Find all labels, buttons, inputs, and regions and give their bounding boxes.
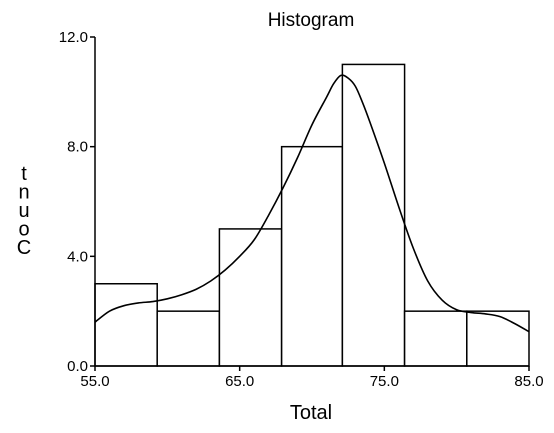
chart-title: Histogram: [268, 10, 355, 31]
histogram-bar-3: [218, 228, 283, 367]
histogram-bar-2: [156, 310, 221, 367]
y-axis-label-glyph: o: [18, 219, 29, 241]
y-tick-label: 8.0: [67, 139, 88, 156]
histogram-bar-1: [94, 283, 158, 367]
y-axis-label-glyph: u: [18, 200, 29, 222]
y-tick-label: 12.0: [59, 29, 88, 46]
x-tick-label: 65.0: [225, 373, 254, 390]
histogram-bar-4: [280, 145, 344, 367]
histogram-bar-7: [466, 310, 530, 367]
y-axis-label-glyph: n: [18, 182, 29, 204]
y-axis-ticks: 0.0 4.0 8.0 12.0: [59, 29, 95, 375]
histogram-bar-6: [403, 310, 468, 367]
axes: [94, 37, 529, 367]
y-axis-label-glyph: t: [21, 163, 27, 185]
y-tick-label: 4.0: [67, 248, 88, 265]
x-axis-label: Total: [290, 402, 332, 424]
x-tick-label: 75.0: [370, 373, 399, 390]
y-tick-label: 0.0: [67, 358, 88, 375]
histogram-bars: [94, 63, 530, 367]
y-axis-label-glyph: C: [17, 237, 31, 259]
x-tick-label: 55.0: [80, 373, 109, 390]
x-axis-ticks: 55.0 65.0 75.0 85.0: [80, 366, 544, 390]
x-tick-label: 85.0: [514, 373, 543, 390]
density-curve: [94, 74, 530, 333]
histogram-bar-5: [341, 63, 406, 367]
